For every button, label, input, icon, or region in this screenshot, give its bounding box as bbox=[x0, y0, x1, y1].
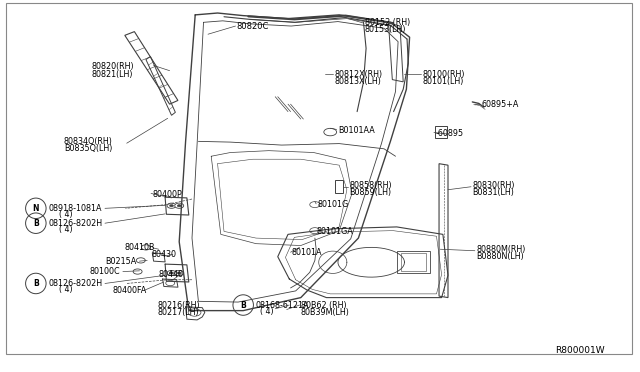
Text: 80400FA: 80400FA bbox=[113, 286, 147, 295]
Circle shape bbox=[136, 258, 145, 263]
Circle shape bbox=[170, 205, 173, 207]
Text: B0831(LH): B0831(LH) bbox=[472, 188, 514, 197]
Text: B0880N(LH): B0880N(LH) bbox=[476, 252, 524, 261]
Text: 60895+A: 60895+A bbox=[481, 100, 518, 109]
Bar bbox=[335, 180, 343, 193]
Text: 80101(LH): 80101(LH) bbox=[422, 77, 464, 86]
Text: 80100C: 80100C bbox=[90, 267, 120, 276]
Text: B0101AA: B0101AA bbox=[338, 126, 374, 135]
Text: 80101G: 80101G bbox=[317, 200, 349, 209]
Circle shape bbox=[167, 270, 176, 276]
Text: 80834Q(RH): 80834Q(RH) bbox=[64, 137, 113, 146]
Text: 80B62 (RH): 80B62 (RH) bbox=[301, 301, 346, 310]
Text: 80858(RH): 80858(RH) bbox=[349, 181, 392, 190]
Text: 80101A: 80101A bbox=[292, 248, 323, 257]
Text: 80400P: 80400P bbox=[152, 190, 182, 199]
Text: ( 4): ( 4) bbox=[59, 225, 72, 234]
Text: 80101GA: 80101GA bbox=[316, 227, 353, 236]
Circle shape bbox=[141, 245, 150, 250]
Text: 80813X(LH): 80813X(LH) bbox=[334, 77, 381, 86]
Text: B0835Q(LH): B0835Q(LH) bbox=[64, 144, 113, 153]
Text: B0215A: B0215A bbox=[105, 257, 136, 266]
Text: 80B39M(LH): 80B39M(LH) bbox=[301, 308, 349, 317]
Text: 80216(RH): 80216(RH) bbox=[157, 301, 200, 310]
Text: 80821(LH): 80821(LH) bbox=[92, 70, 133, 79]
Text: 80820C: 80820C bbox=[237, 22, 269, 31]
Text: 80410B: 80410B bbox=[124, 243, 155, 252]
Circle shape bbox=[177, 272, 181, 274]
Text: B0859(LH): B0859(LH) bbox=[349, 188, 392, 197]
Circle shape bbox=[175, 270, 184, 276]
Text: 80830(RH): 80830(RH) bbox=[472, 181, 515, 190]
Text: B: B bbox=[33, 279, 38, 288]
Text: 08126-8202H: 08126-8202H bbox=[49, 279, 103, 288]
Text: 80100(RH): 80100(RH) bbox=[422, 70, 465, 79]
Text: 80153(LH): 80153(LH) bbox=[365, 25, 406, 34]
Text: R800001W: R800001W bbox=[556, 346, 605, 355]
Text: 80880M(RH): 80880M(RH) bbox=[476, 245, 525, 254]
Text: 08918-1081A: 08918-1081A bbox=[49, 204, 102, 213]
Text: N: N bbox=[33, 204, 39, 213]
Text: 80430: 80430 bbox=[151, 250, 176, 259]
Bar bbox=[401, 253, 426, 271]
Text: B: B bbox=[241, 301, 246, 310]
Text: -60895: -60895 bbox=[435, 129, 463, 138]
Text: ( 4): ( 4) bbox=[59, 285, 72, 294]
Text: 08126-8202H: 08126-8202H bbox=[49, 219, 103, 228]
Circle shape bbox=[167, 203, 176, 208]
Text: ( 4): ( 4) bbox=[260, 307, 273, 316]
Bar bbox=[435, 126, 447, 138]
Text: 08168-6121A: 08168-6121A bbox=[256, 301, 310, 310]
Circle shape bbox=[175, 203, 184, 208]
Circle shape bbox=[177, 205, 181, 207]
Text: 80820(RH): 80820(RH) bbox=[92, 62, 134, 71]
Text: ( 4): ( 4) bbox=[59, 210, 72, 219]
Circle shape bbox=[133, 269, 142, 274]
Circle shape bbox=[170, 272, 173, 274]
Text: B: B bbox=[33, 219, 38, 228]
Text: 80152 (RH): 80152 (RH) bbox=[365, 18, 410, 27]
Text: 80217(LH): 80217(LH) bbox=[157, 308, 199, 317]
Text: 80812X(RH): 80812X(RH) bbox=[334, 70, 382, 79]
Bar bbox=[397, 251, 430, 273]
Text: 80440: 80440 bbox=[159, 270, 184, 279]
